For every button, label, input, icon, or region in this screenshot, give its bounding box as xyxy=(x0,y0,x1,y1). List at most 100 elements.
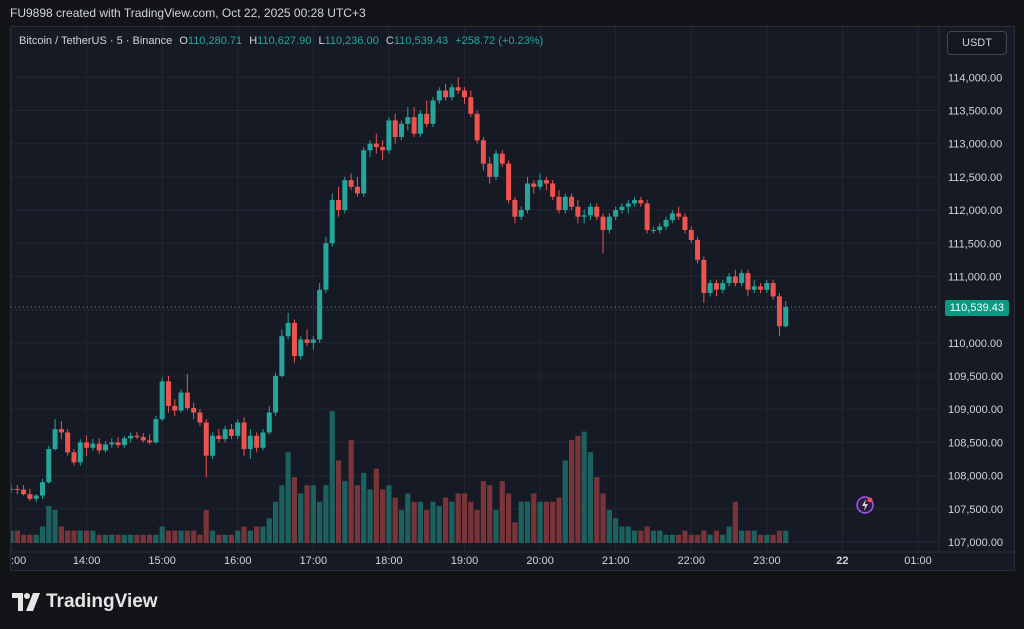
volume-bar xyxy=(392,497,398,543)
volume-bar xyxy=(367,489,373,543)
volume-bar xyxy=(568,439,575,543)
volume-bar xyxy=(184,530,190,543)
volume-bar xyxy=(222,534,228,543)
candle-body xyxy=(336,200,342,211)
close-label: C xyxy=(385,35,394,47)
candle-body xyxy=(606,216,612,230)
candle-body xyxy=(96,443,102,451)
candle-body xyxy=(392,120,398,138)
candle-body xyxy=(619,206,625,211)
volume-bar xyxy=(594,477,600,543)
candle-body xyxy=(600,216,606,230)
price-axis-label: 113,000.00 xyxy=(948,139,1002,151)
volume-bar xyxy=(191,530,197,543)
volume-bar xyxy=(619,526,625,543)
volume-bar xyxy=(266,518,272,543)
candle-body xyxy=(411,117,417,134)
volume-bar xyxy=(613,518,619,543)
volume-bar xyxy=(405,493,411,543)
change-value: +258.72 (+0.23%) xyxy=(455,35,544,47)
candlestick-chart[interactable]: 114,000.00 113,500.00 113,000.00 112,500.00… xyxy=(11,27,1014,570)
brand-name: TradingView xyxy=(46,591,158,612)
volume-bar xyxy=(128,534,134,543)
time-axis-label: 23:00 xyxy=(753,555,781,567)
volume-bar xyxy=(776,530,783,543)
volume-bar xyxy=(39,526,46,543)
volume-bar xyxy=(524,501,531,543)
candle-body xyxy=(518,210,524,217)
candle-body xyxy=(197,412,203,423)
volume-bar xyxy=(178,530,184,543)
candle-body xyxy=(430,100,436,124)
price-axis-label: 111,000.00 xyxy=(948,271,1001,283)
volume-bar xyxy=(115,534,121,543)
tradingview-logo-icon xyxy=(12,593,40,611)
volume-bar xyxy=(52,510,58,543)
candle-body xyxy=(682,216,688,230)
candle-body xyxy=(638,200,644,204)
candle-body xyxy=(386,120,392,151)
candle-body xyxy=(405,117,411,124)
candle-body xyxy=(726,276,732,284)
volume-bar xyxy=(11,530,14,543)
volume-bar xyxy=(770,534,776,543)
candle-body xyxy=(468,97,474,114)
volume-bar xyxy=(657,530,663,543)
candle-body xyxy=(537,180,543,187)
volume-bar xyxy=(228,534,235,543)
lightning-alert-icon[interactable] xyxy=(856,496,874,514)
candle-body xyxy=(109,442,115,445)
volume-bar xyxy=(764,534,770,543)
low-label: L xyxy=(318,35,325,47)
high-value: 110,627.90 xyxy=(257,35,312,47)
candle-body xyxy=(235,422,241,436)
candle-body xyxy=(329,200,335,244)
candle-body xyxy=(707,283,713,294)
symbol-title[interactable]: Bitcoin / TetherUS · 5 · Binance xyxy=(19,35,173,47)
chart-pane[interactable]: 114,000.00 113,500.00 113,000.00 112,500.00… xyxy=(10,26,1015,571)
volume-bar xyxy=(512,522,518,543)
volume-bar xyxy=(241,526,247,543)
volume-bar xyxy=(531,493,537,543)
candle-body xyxy=(751,286,757,290)
candle-body xyxy=(342,180,348,211)
candle-body xyxy=(676,213,682,217)
volume-bar xyxy=(757,534,764,543)
candle-body xyxy=(65,432,71,453)
candle-body xyxy=(367,143,373,151)
candle-body xyxy=(587,206,593,216)
volume-bar xyxy=(146,534,153,543)
candle-body xyxy=(147,440,153,443)
time-axis-label: :00 xyxy=(11,555,26,567)
volume-bar xyxy=(688,534,694,543)
price-axis-label: 114,000.00 xyxy=(948,72,1002,84)
candle-body xyxy=(102,444,108,451)
candle-body xyxy=(650,229,656,231)
candle-body xyxy=(449,87,455,98)
volume-bar xyxy=(676,534,682,543)
volume-bar xyxy=(134,534,140,543)
volume-bar xyxy=(58,526,64,543)
price-axis-label: 110,000.00 xyxy=(948,338,1002,350)
candle-body xyxy=(165,381,171,406)
candle-body xyxy=(493,153,499,177)
candle-body xyxy=(550,183,556,197)
currency-button[interactable]: USDT xyxy=(947,31,1007,55)
volume-bar xyxy=(285,452,291,543)
candle-body xyxy=(380,146,386,151)
candle-body xyxy=(556,196,562,211)
open-label: O xyxy=(179,35,188,47)
candle-body xyxy=(499,153,505,164)
volume-bar xyxy=(669,534,675,543)
time-axis-label: 14:00 xyxy=(73,555,101,567)
candle-body xyxy=(39,482,45,496)
volume-bar xyxy=(663,534,669,543)
close-value: 110,539.43 xyxy=(393,35,449,47)
open-value: 110,280.71 xyxy=(187,35,243,47)
candle-body xyxy=(562,196,568,211)
volume-bar xyxy=(638,530,644,543)
volume-bar xyxy=(260,526,266,543)
candle-body xyxy=(669,213,675,221)
attribution-text: FU9898 created with TradingView.com, Oct… xyxy=(10,6,366,20)
volume-bar xyxy=(487,485,493,543)
